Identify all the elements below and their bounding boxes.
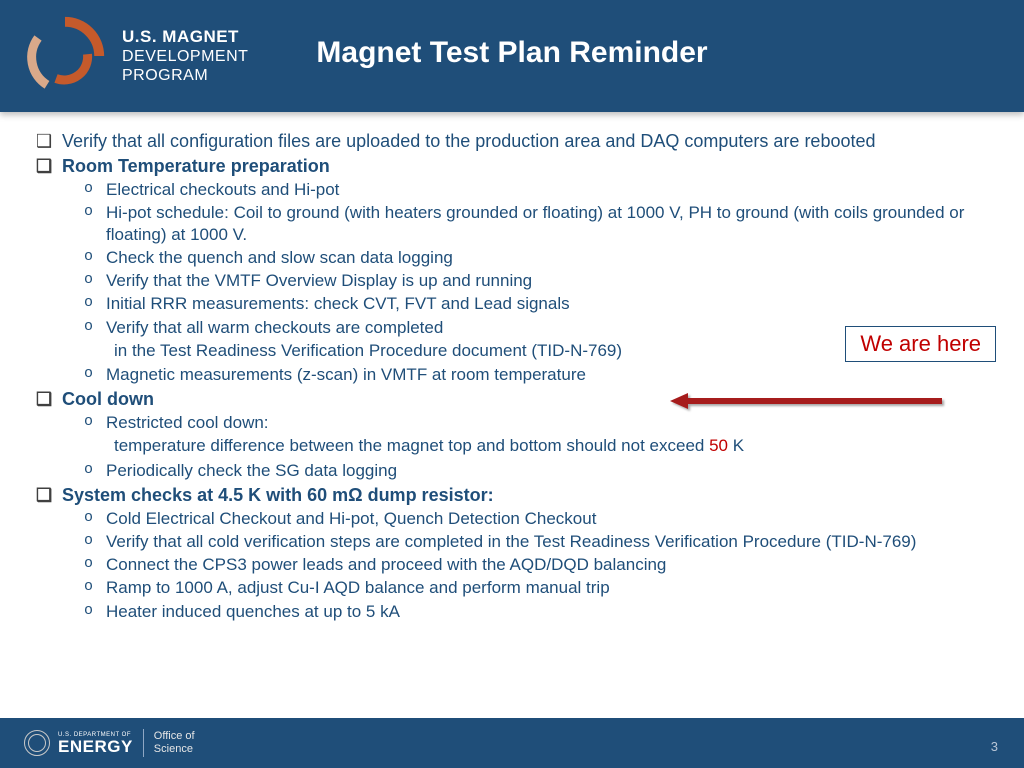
program-logo-block: U.S. MAGNET DEVELOPMENT PROGRAM (0, 11, 248, 101)
outline-subitem: Restricted cool down: (62, 412, 994, 434)
slide-footer: U.S. DEPARTMENT OF ENERGY Office of Scie… (0, 718, 1024, 768)
doe-seal-icon (24, 730, 50, 756)
outline-subitem: Verify that the VMTF Overview Display is… (62, 270, 994, 292)
page-number: 3 (991, 739, 998, 754)
outline-sublist: Restricted cool down: (62, 412, 994, 434)
slide-body: Verify that all configuration files are … (0, 112, 1024, 623)
outline-subitem: Cold Electrical Checkout and Hi-pot, Que… (62, 508, 994, 530)
outline-subitem: Heater induced quenches at up to 5 kA (62, 601, 994, 623)
outline-subitem: Connect the CPS3 power leads and proceed… (62, 554, 994, 576)
outline-subitem: Check the quench and slow scan data logg… (62, 247, 994, 269)
office-of-science: Office of Science (154, 730, 195, 755)
outline-indent-line: temperature difference between the magne… (62, 435, 994, 457)
outline-subitem: Electrical checkouts and Hi-pot (62, 179, 994, 201)
arrow-icon (670, 392, 950, 414)
outline-item-text: Verify that all configuration files are … (62, 131, 876, 151)
doe-logo: U.S. DEPARTMENT OF ENERGY Office of Scie… (24, 729, 195, 757)
outline-item-text: Cool down (62, 389, 154, 409)
arc-logo-icon (20, 11, 110, 101)
program-line-2: DEVELOPMENT (122, 47, 248, 66)
outline-subitem: Magnetic measurements (z-scan) in VMTF a… (62, 364, 994, 386)
outline-sublist: Magnetic measurements (z-scan) in VMTF a… (62, 364, 994, 386)
outline-subitem: Initial RRR measurements: check CVT, FVT… (62, 293, 994, 315)
office-line-2: Science (154, 743, 195, 756)
divider (143, 729, 144, 757)
outline-item-text: Room Temperature preparation (62, 156, 330, 176)
highlight-value: 50 (709, 436, 728, 455)
outline-sublist: Periodically check the SG data logging (62, 460, 994, 482)
doe-text: U.S. DEPARTMENT OF ENERGY (58, 732, 133, 755)
we-are-here-callout: We are here (845, 326, 996, 362)
outline-sublist: Electrical checkouts and Hi-potHi-pot sc… (62, 179, 994, 339)
program-name: U.S. MAGNET DEVELOPMENT PROGRAM (122, 27, 248, 86)
outline-sublist: Cold Electrical Checkout and Hi-pot, Que… (62, 508, 994, 622)
office-line-1: Office of (154, 730, 195, 743)
doe-energy-line: ENERGY (58, 738, 133, 755)
outline-subitem: Periodically check the SG data logging (62, 460, 994, 482)
program-line-3: PROGRAM (122, 66, 248, 85)
outline-item-text: System checks at 4.5 K with 60 mΩ dump r… (62, 485, 494, 505)
program-line-1: U.S. MAGNET (122, 27, 248, 47)
outline-subitem: Verify that all cold verification steps … (62, 531, 994, 553)
outline-item: Verify that all configuration files are … (36, 130, 994, 153)
outline-subitem: Ramp to 1000 A, adjust Cu-I AQD balance … (62, 577, 994, 599)
slide-header: U.S. MAGNET DEVELOPMENT PROGRAM Magnet T… (0, 0, 1024, 112)
outline-item: System checks at 4.5 K with 60 mΩ dump r… (36, 484, 994, 623)
outline-subitem: Hi-pot schedule: Coil to ground (with he… (62, 202, 994, 246)
outline-list: Verify that all configuration files are … (36, 130, 994, 623)
